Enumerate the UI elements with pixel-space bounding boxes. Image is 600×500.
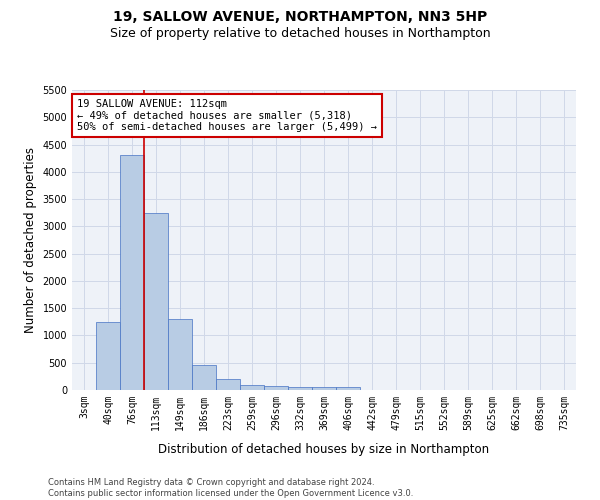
Bar (264, 386, 288, 390)
Bar (192, 366, 216, 390)
Bar (312, 388, 336, 390)
Bar (216, 379, 240, 390)
Bar (240, 384, 264, 390)
Bar (96, 322, 120, 390)
Bar (144, 212, 168, 390)
Text: Size of property relative to detached houses in Northampton: Size of property relative to detached ho… (110, 28, 490, 40)
Text: 19 SALLOW AVENUE: 112sqm
← 49% of detached houses are smaller (5,318)
50% of sem: 19 SALLOW AVENUE: 112sqm ← 49% of detach… (77, 99, 377, 132)
Bar (168, 319, 192, 390)
Bar (288, 388, 312, 390)
Text: Distribution of detached houses by size in Northampton: Distribution of detached houses by size … (158, 442, 490, 456)
Bar (120, 156, 144, 390)
Y-axis label: Number of detached properties: Number of detached properties (24, 147, 37, 333)
Text: 19, SALLOW AVENUE, NORTHAMPTON, NN3 5HP: 19, SALLOW AVENUE, NORTHAMPTON, NN3 5HP (113, 10, 487, 24)
Text: Contains HM Land Registry data © Crown copyright and database right 2024.
Contai: Contains HM Land Registry data © Crown c… (48, 478, 413, 498)
Bar (336, 388, 360, 390)
